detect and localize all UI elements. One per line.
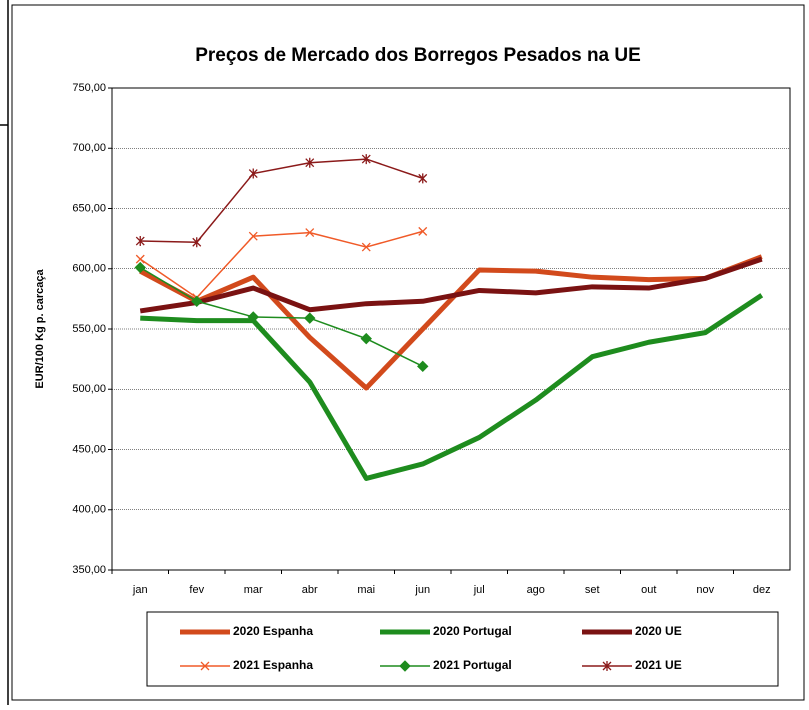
series-marker	[248, 231, 258, 241]
series-line	[139, 266, 424, 368]
x-tick-label: jul	[473, 584, 485, 596]
series-marker	[247, 311, 259, 323]
series-marker	[191, 295, 203, 307]
legend-marker	[200, 661, 210, 671]
series-line	[139, 256, 763, 314]
y-tick-label: 650,00	[72, 202, 106, 214]
y-tick-label: 700,00	[72, 142, 106, 154]
legend-marker	[399, 660, 411, 672]
y-tick-label: 600,00	[72, 263, 106, 275]
series-marker	[134, 261, 146, 274]
y-tick-label: 450,00	[72, 443, 106, 455]
legend-label: 2020 UE	[635, 624, 682, 638]
x-tick-label: nov	[696, 584, 714, 596]
series-marker	[304, 312, 316, 324]
series-line	[140, 158, 423, 243]
legend-box	[146, 611, 779, 687]
chart-title: Preços de Mercado dos Borregos Pesados n…	[195, 45, 641, 66]
y-tick-label: 400,00	[72, 504, 106, 516]
series-marker	[417, 360, 429, 373]
x-tick-label: abr	[302, 584, 318, 596]
x-tick-label: dez	[753, 584, 771, 596]
x-tick-label: out	[641, 584, 656, 596]
legend-marker	[602, 661, 612, 671]
series-marker	[305, 228, 315, 238]
series-marker	[361, 154, 371, 165]
legend-label: 2021 Portugal	[433, 658, 512, 672]
x-tick-label: fev	[189, 584, 204, 596]
legend-label: 2020 Portugal	[433, 624, 512, 638]
chart-border	[11, 4, 805, 701]
series-marker	[305, 157, 315, 168]
series-marker	[418, 173, 428, 184]
series-marker	[192, 237, 202, 248]
x-tick-label: mar	[244, 584, 263, 596]
series-marker	[135, 254, 145, 264]
y-tick-label: 750,00	[72, 82, 106, 94]
series-marker	[360, 332, 372, 345]
x-tick-label: mai	[357, 584, 375, 596]
x-tick-label: ago	[527, 584, 545, 596]
series-marker	[418, 226, 428, 236]
legend-label: 2021 Espanha	[233, 658, 313, 672]
series-marker	[248, 168, 258, 179]
x-tick-label: jan	[132, 584, 148, 596]
legend-label: 2021 UE	[635, 658, 682, 672]
x-tick-label: jun	[414, 584, 430, 596]
x-tick-label: set	[585, 584, 600, 596]
legend-label: 2020 Espanha	[233, 624, 313, 638]
y-tick-label: 350,00	[72, 564, 106, 576]
y-tick-label: 550,00	[72, 323, 106, 335]
y-tick-label: 500,00	[72, 383, 106, 395]
series-line	[140, 293, 764, 481]
series-line	[139, 230, 423, 299]
series-marker	[361, 242, 371, 252]
series-marker	[135, 236, 145, 247]
y-axis-label: EUR/100 Kg p. carcaça	[34, 269, 46, 389]
series-line	[139, 254, 763, 391]
